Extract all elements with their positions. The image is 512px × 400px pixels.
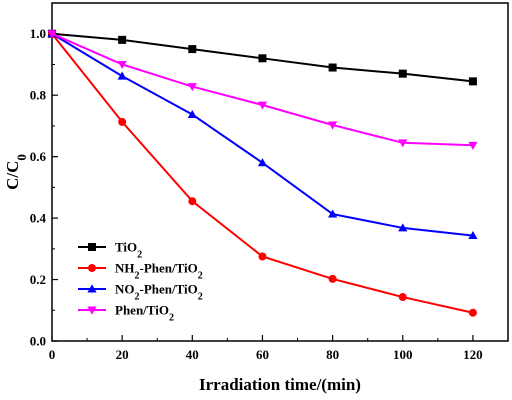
legend-item-3: NO2-Phen/TiO2	[78, 282, 203, 303]
data-point	[118, 117, 127, 126]
data-point	[468, 308, 477, 317]
legend-item-1: TiO2	[78, 240, 142, 261]
x-tick-label-100: 100	[393, 347, 413, 362]
x-tick-label-0: 0	[49, 347, 56, 362]
legend-marker	[88, 264, 96, 272]
y-tick-label-2: 0.4	[30, 211, 47, 226]
data-point	[468, 77, 477, 86]
data-point	[188, 197, 197, 206]
series-layer	[47, 29, 478, 317]
legend-marker	[87, 306, 97, 315]
data-point	[258, 252, 267, 261]
x-tick-label-80: 80	[326, 347, 339, 362]
series-1	[48, 29, 477, 86]
data-point	[328, 121, 338, 130]
x-tick-label-60: 60	[256, 347, 269, 362]
data-point	[398, 139, 408, 148]
series-line	[51, 32, 473, 147]
data-point	[187, 83, 197, 92]
data-point	[328, 209, 338, 218]
x-tick-label-120: 120	[463, 347, 483, 362]
x-tick-label-20: 20	[116, 347, 129, 362]
data-point	[47, 30, 57, 39]
axis-ticks: 0 20 40 60 80 100 120 0.0 0.2 0.4 0.6 0.8 1.0	[30, 26, 483, 362]
plot-frame	[51, 2, 509, 342]
series-line	[51, 32, 474, 237]
y-tick-label-4: 0.8	[30, 88, 47, 103]
x-tick-label-40: 40	[186, 347, 199, 362]
legend-label: Phen/TiO2	[115, 303, 174, 324]
data-point	[328, 63, 337, 72]
data-point	[398, 69, 407, 78]
data-point	[398, 293, 407, 302]
data-point	[257, 101, 268, 110]
legend-item-4: Phen/TiO2	[78, 303, 174, 324]
data-point	[188, 45, 197, 54]
data-point	[468, 141, 478, 150]
data-point	[398, 223, 408, 232]
x-axis-title: Irradiation time/(min)	[199, 375, 361, 394]
legend-marker	[87, 284, 97, 293]
data-point	[328, 274, 337, 283]
data-point	[118, 35, 127, 44]
legend-label: TiO2	[115, 240, 142, 261]
series-2	[48, 29, 477, 317]
legend-label: NO2-Phen/TiO2	[115, 282, 203, 303]
legend-marker	[88, 243, 96, 251]
y-tick-label-0: 0.0	[30, 334, 46, 349]
y-tick-label-1: 0.2	[30, 272, 46, 287]
y-axis-title: C/C0	[3, 154, 29, 190]
legend-label: NH2-Phen/TiO2	[115, 261, 203, 282]
data-point	[257, 158, 268, 167]
series-4	[47, 30, 478, 150]
legend-item-2: NH2-Phen/TiO2	[78, 261, 203, 282]
data-point	[468, 231, 478, 240]
y-tick-label-3: 0.6	[30, 149, 47, 164]
data-point	[117, 61, 127, 70]
data-point	[117, 71, 127, 80]
y-tick-label-5: 1.0	[30, 26, 46, 41]
data-point	[258, 54, 267, 63]
data-point	[187, 109, 197, 118]
